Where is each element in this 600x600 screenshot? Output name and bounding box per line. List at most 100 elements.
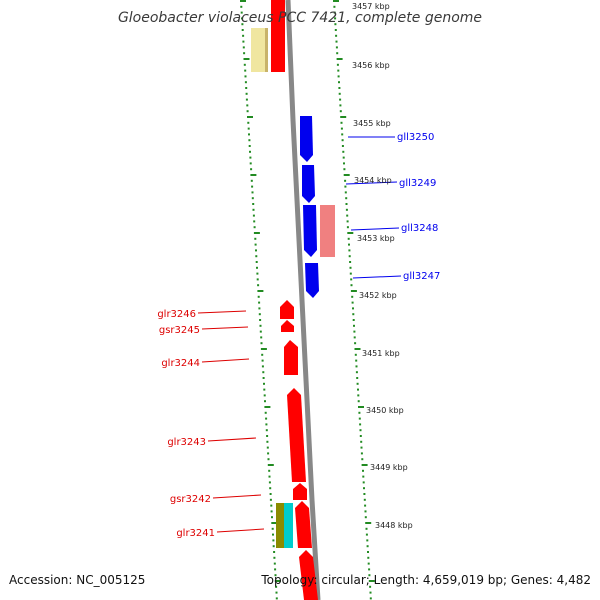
minor-tick bbox=[352, 319, 355, 321]
minor-tick bbox=[364, 510, 367, 513]
minor-tick bbox=[252, 214, 255, 217]
kbp-label: 3455 kbp bbox=[353, 119, 391, 128]
minor-tick bbox=[240, 11, 243, 14]
minor-tick bbox=[265, 429, 268, 432]
gene-label-reverse[interactable]: gsr3245 bbox=[159, 325, 200, 336]
minor-tick bbox=[339, 104, 342, 107]
minor-tick bbox=[335, 34, 338, 37]
major-tick bbox=[333, 0, 339, 2]
minor-tick bbox=[353, 330, 356, 333]
minor-tick bbox=[349, 272, 352, 275]
minor-tick bbox=[275, 591, 278, 594]
gene-label-reverse[interactable]: glr3241 bbox=[176, 528, 215, 539]
minor-tick bbox=[247, 127, 250, 130]
minor-tick bbox=[253, 226, 256, 229]
minor-tick bbox=[355, 359, 358, 362]
genome-backbone bbox=[285, 0, 321, 600]
major-tick bbox=[271, 522, 278, 524]
major-tick bbox=[264, 406, 271, 408]
minor-tick bbox=[241, 23, 244, 26]
minor-tick bbox=[273, 562, 276, 565]
kbp-label: 3451 kbp bbox=[362, 349, 400, 358]
minor-tick bbox=[351, 301, 354, 304]
kbp-label: 3453 kbp bbox=[357, 234, 395, 243]
kbp-label: 3450 kbp bbox=[366, 406, 404, 415]
major-tick bbox=[368, 580, 375, 582]
rna-feature bbox=[320, 205, 335, 257]
minor-tick bbox=[348, 249, 351, 252]
major-tick bbox=[250, 174, 257, 176]
olive-feature bbox=[276, 503, 285, 548]
minor-tick bbox=[247, 121, 250, 124]
cyan-feature bbox=[284, 503, 293, 548]
minor-tick bbox=[341, 133, 344, 136]
minor-tick bbox=[356, 382, 359, 385]
gene-label-forward[interactable]: gll3250 bbox=[397, 132, 434, 143]
major-tick bbox=[243, 58, 250, 60]
minor-tick bbox=[259, 330, 262, 333]
minor-tick bbox=[258, 313, 261, 316]
minor-tick bbox=[357, 388, 359, 391]
minor-tick bbox=[355, 371, 358, 374]
minor-tick bbox=[337, 75, 340, 78]
gene-gll3250-arrow bbox=[300, 116, 313, 162]
minor-tick bbox=[240, 5, 243, 8]
minor-tick bbox=[368, 574, 371, 577]
minor-tick bbox=[341, 139, 344, 142]
minor-tick bbox=[270, 504, 273, 507]
gene-label-forward[interactable]: gll3248 bbox=[401, 223, 438, 234]
minor-tick bbox=[359, 435, 362, 437]
minor-tick bbox=[262, 377, 265, 379]
minor-tick bbox=[354, 342, 357, 345]
minor-tick bbox=[260, 336, 263, 339]
gene-label-reverse[interactable]: gsr3242 bbox=[170, 494, 211, 505]
minor-tick bbox=[339, 98, 342, 101]
minor-tick bbox=[261, 353, 264, 356]
minor-tick bbox=[274, 568, 277, 571]
minor-tick bbox=[242, 34, 245, 37]
minor-tick bbox=[254, 237, 257, 240]
minor-tick bbox=[259, 319, 262, 321]
minor-tick bbox=[273, 556, 276, 559]
minor-tick bbox=[266, 446, 269, 449]
minor-tick bbox=[267, 458, 270, 461]
major-tick bbox=[347, 232, 354, 234]
leader-glr3241 bbox=[216, 528, 265, 533]
minor-tick bbox=[261, 365, 264, 368]
gene-gll3249-arrow bbox=[302, 165, 315, 203]
minor-tick bbox=[257, 284, 260, 287]
minor-tick bbox=[367, 562, 370, 565]
gene-label-reverse[interactable]: glr3243 bbox=[167, 437, 206, 448]
minor-tick bbox=[343, 162, 345, 165]
minor-tick bbox=[249, 162, 252, 165]
kbp-label: 3448 kbp bbox=[375, 521, 413, 530]
minor-tick bbox=[363, 493, 366, 495]
kbp-label: 3452 kbp bbox=[359, 291, 397, 300]
gene-label-reverse[interactable]: glr3244 bbox=[161, 358, 200, 369]
minor-tick bbox=[245, 87, 248, 89]
minor-tick bbox=[243, 52, 246, 55]
minor-tick bbox=[358, 417, 361, 420]
minor-tick bbox=[265, 417, 268, 420]
gene-glr3244-arrow bbox=[284, 340, 298, 375]
leader-glr3246 bbox=[197, 310, 247, 314]
minor-tick bbox=[252, 203, 255, 205]
gene-label-forward[interactable]: gll3247 bbox=[403, 271, 440, 282]
minor-tick bbox=[249, 156, 252, 159]
leader-gsr3242 bbox=[212, 494, 262, 499]
right-tick-ring bbox=[333, 0, 375, 600]
minor-tick bbox=[351, 295, 354, 298]
gene-label-reverse[interactable]: glr3246 bbox=[157, 309, 196, 320]
minor-tick bbox=[249, 150, 251, 153]
minor-tick bbox=[255, 249, 257, 252]
gene-label-forward[interactable]: gll3249 bbox=[399, 178, 436, 189]
minor-tick bbox=[357, 394, 360, 397]
minor-tick bbox=[260, 342, 263, 345]
bottom-red-gene bbox=[299, 550, 318, 600]
minor-tick bbox=[241, 17, 243, 20]
minor-tick bbox=[334, 17, 337, 20]
minor-tick bbox=[353, 336, 356, 339]
minor-tick bbox=[251, 197, 254, 200]
minor-tick bbox=[258, 307, 261, 310]
minor-tick bbox=[269, 498, 272, 501]
